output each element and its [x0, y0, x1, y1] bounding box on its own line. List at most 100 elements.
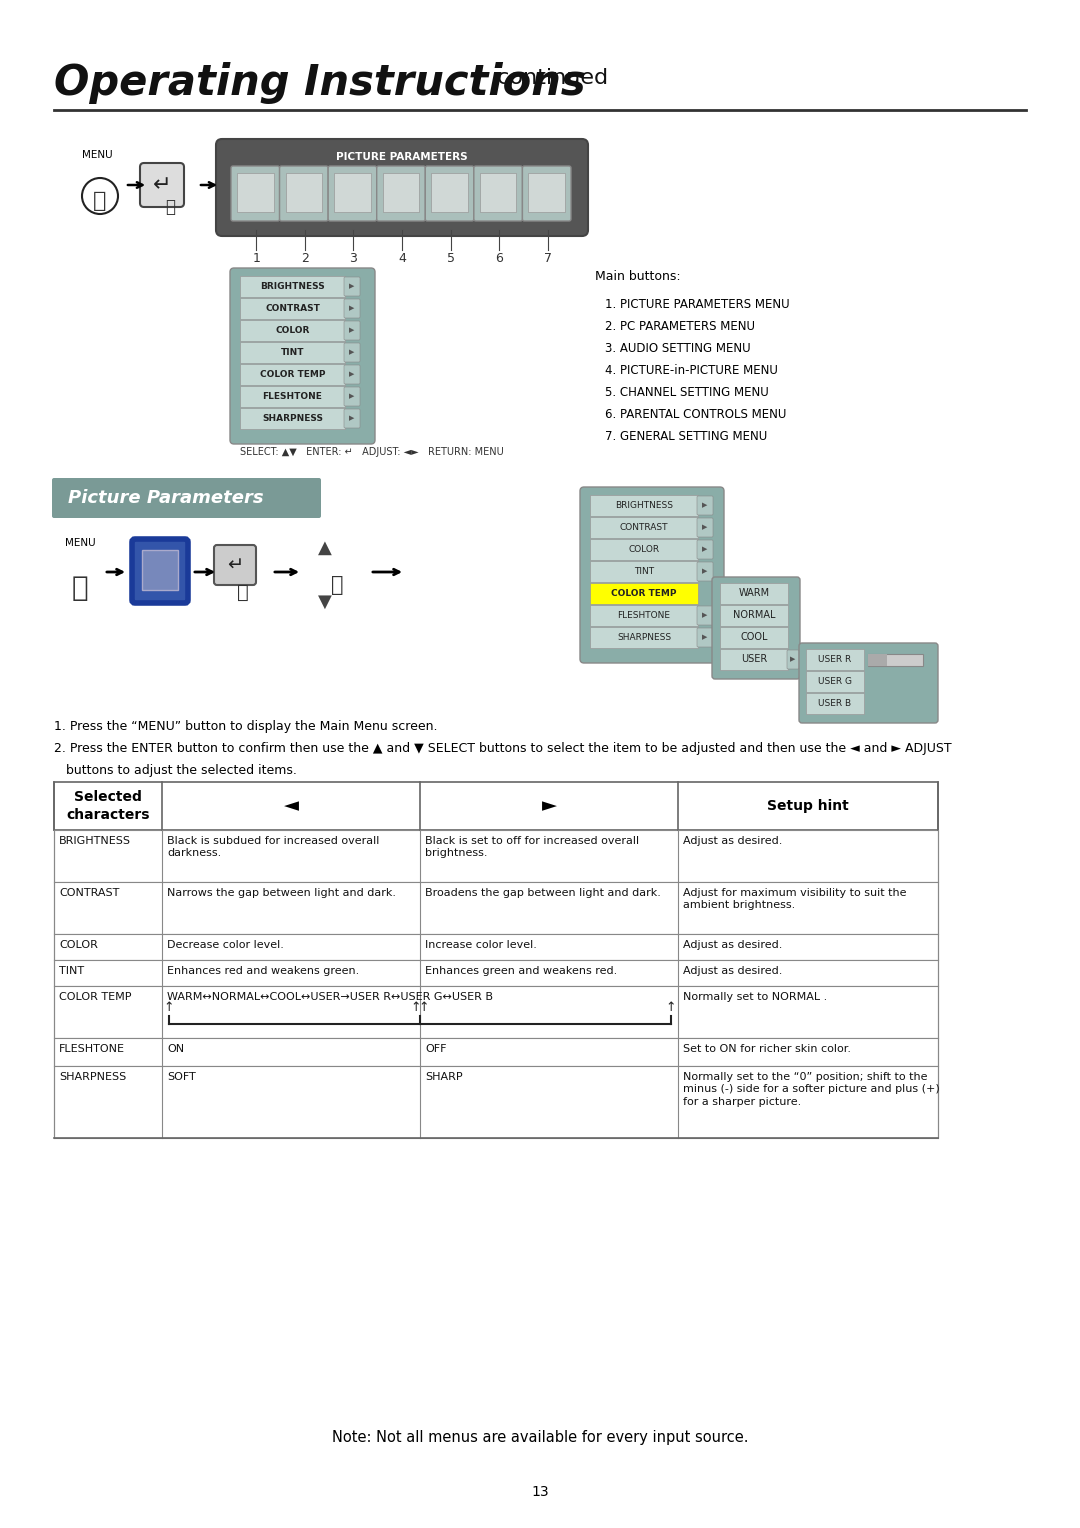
Text: Set to ON for richer skin color.: Set to ON for richer skin color.: [683, 1044, 851, 1054]
Bar: [806, 694, 864, 714]
Text: SHARPNESS: SHARPNESS: [617, 633, 671, 642]
Text: 1. PICTURE PARAMETERS MENU: 1. PICTURE PARAMETERS MENU: [605, 298, 789, 312]
Bar: [868, 654, 888, 666]
Bar: [54, 960, 939, 986]
Text: ON: ON: [167, 1044, 184, 1054]
Text: ▶: ▶: [702, 503, 707, 509]
Text: 2. Press the ENTER button to confirm then use the ▲ and ▼ SELECT buttons to sele: 2. Press the ENTER button to confirm the…: [54, 743, 951, 755]
Text: ▶: ▶: [349, 394, 354, 399]
Text: ↑: ↑: [665, 1001, 676, 1015]
Text: Normally set to NORMAL .: Normally set to NORMAL .: [683, 992, 827, 1002]
Text: ▲: ▲: [319, 539, 332, 558]
Text: 4: 4: [399, 252, 406, 264]
Text: 6: 6: [496, 252, 503, 264]
FancyBboxPatch shape: [280, 167, 328, 222]
Text: FLESHTONE: FLESHTONE: [262, 393, 323, 400]
Text: Adjust as desired.: Adjust as desired.: [683, 940, 782, 950]
FancyBboxPatch shape: [474, 167, 523, 222]
Text: PICTURE PARAMETERS: PICTURE PARAMETERS: [336, 151, 468, 162]
Text: 5: 5: [446, 252, 455, 264]
Bar: [720, 584, 788, 604]
Text: ✋: ✋: [238, 582, 248, 602]
Text: ▶: ▶: [702, 634, 707, 640]
Bar: [232, 150, 572, 165]
Bar: [806, 649, 864, 669]
Text: ↵: ↵: [227, 556, 243, 575]
FancyBboxPatch shape: [697, 539, 713, 559]
Text: CONTRAST: CONTRAST: [265, 304, 320, 313]
Text: SOFT: SOFT: [167, 1073, 195, 1082]
FancyBboxPatch shape: [214, 545, 256, 585]
Text: 13: 13: [531, 1485, 549, 1499]
Text: SHARPNESS: SHARPNESS: [262, 414, 323, 423]
Text: 4. PICTURE-in-PICTURE MENU: 4. PICTURE-in-PICTURE MENU: [605, 364, 778, 377]
Bar: [590, 561, 698, 582]
FancyBboxPatch shape: [697, 518, 713, 536]
Text: 6. PARENTAL CONTROLS MENU: 6. PARENTAL CONTROLS MENU: [605, 408, 786, 422]
Text: USER B: USER B: [819, 698, 851, 707]
Text: COOL: COOL: [740, 633, 768, 642]
FancyBboxPatch shape: [328, 167, 377, 222]
Text: 1: 1: [253, 252, 260, 264]
Text: ◄: ◄: [283, 796, 298, 816]
Text: Main buttons:: Main buttons:: [595, 270, 680, 283]
FancyBboxPatch shape: [231, 167, 280, 222]
Bar: [868, 654, 923, 666]
Bar: [54, 782, 939, 830]
Bar: [528, 173, 565, 212]
Text: 7: 7: [543, 252, 552, 264]
Bar: [240, 408, 345, 429]
FancyBboxPatch shape: [345, 277, 360, 296]
FancyBboxPatch shape: [697, 607, 713, 625]
Text: COLOR: COLOR: [629, 545, 660, 555]
Text: 2: 2: [301, 252, 309, 264]
Text: ↑: ↑: [164, 1001, 174, 1015]
Text: Normally set to the “0” position; shift to the
minus (-) side for a softer pictu: Normally set to the “0” position; shift …: [683, 1073, 940, 1106]
FancyBboxPatch shape: [140, 163, 184, 206]
Text: TINT: TINT: [59, 966, 84, 976]
FancyBboxPatch shape: [345, 410, 360, 428]
Bar: [240, 319, 345, 341]
Bar: [240, 298, 345, 319]
Bar: [141, 550, 178, 590]
Text: ►: ►: [541, 796, 556, 816]
Bar: [590, 626, 698, 648]
FancyBboxPatch shape: [580, 487, 724, 663]
Text: COLOR TEMP: COLOR TEMP: [260, 370, 325, 379]
Text: Narrows the gap between light and dark.: Narrows the gap between light and dark.: [167, 888, 396, 898]
Text: BRIGHTNESS: BRIGHTNESS: [59, 836, 131, 847]
Text: TINT: TINT: [634, 567, 654, 576]
Text: ▶: ▶: [349, 306, 354, 312]
Bar: [54, 934, 939, 960]
Bar: [720, 626, 788, 648]
Text: continued: continued: [490, 69, 608, 89]
Bar: [590, 539, 698, 559]
Text: ↑: ↑: [410, 1001, 421, 1015]
Bar: [285, 173, 322, 212]
FancyBboxPatch shape: [345, 321, 360, 341]
FancyBboxPatch shape: [523, 167, 571, 222]
Bar: [590, 605, 698, 626]
Bar: [240, 364, 345, 385]
FancyBboxPatch shape: [345, 387, 360, 406]
Text: Note: Not all menus are available for every input source.: Note: Not all menus are available for ev…: [332, 1430, 748, 1445]
Text: Black is subdued for increased overall
darkness.: Black is subdued for increased overall d…: [167, 836, 379, 859]
Text: MENU: MENU: [65, 538, 96, 549]
Bar: [431, 173, 468, 212]
Text: ▶: ▶: [702, 568, 707, 575]
Text: FLESHTONE: FLESHTONE: [618, 611, 671, 620]
Text: ✋: ✋: [165, 199, 175, 215]
Text: ▶: ▶: [349, 416, 354, 422]
Text: ✋: ✋: [71, 575, 89, 602]
Bar: [240, 387, 345, 406]
Text: ▶: ▶: [349, 371, 354, 377]
Text: COLOR: COLOR: [275, 325, 310, 335]
Bar: [334, 173, 370, 212]
Bar: [54, 830, 939, 882]
Text: CONTRAST: CONTRAST: [59, 888, 120, 898]
Text: COLOR TEMP: COLOR TEMP: [59, 992, 132, 1002]
Text: COLOR: COLOR: [59, 940, 98, 950]
Text: ▶: ▶: [702, 547, 707, 553]
Text: 1. Press the “MENU” button to display the Main Menu screen.: 1. Press the “MENU” button to display th…: [54, 720, 437, 733]
Bar: [806, 671, 864, 692]
